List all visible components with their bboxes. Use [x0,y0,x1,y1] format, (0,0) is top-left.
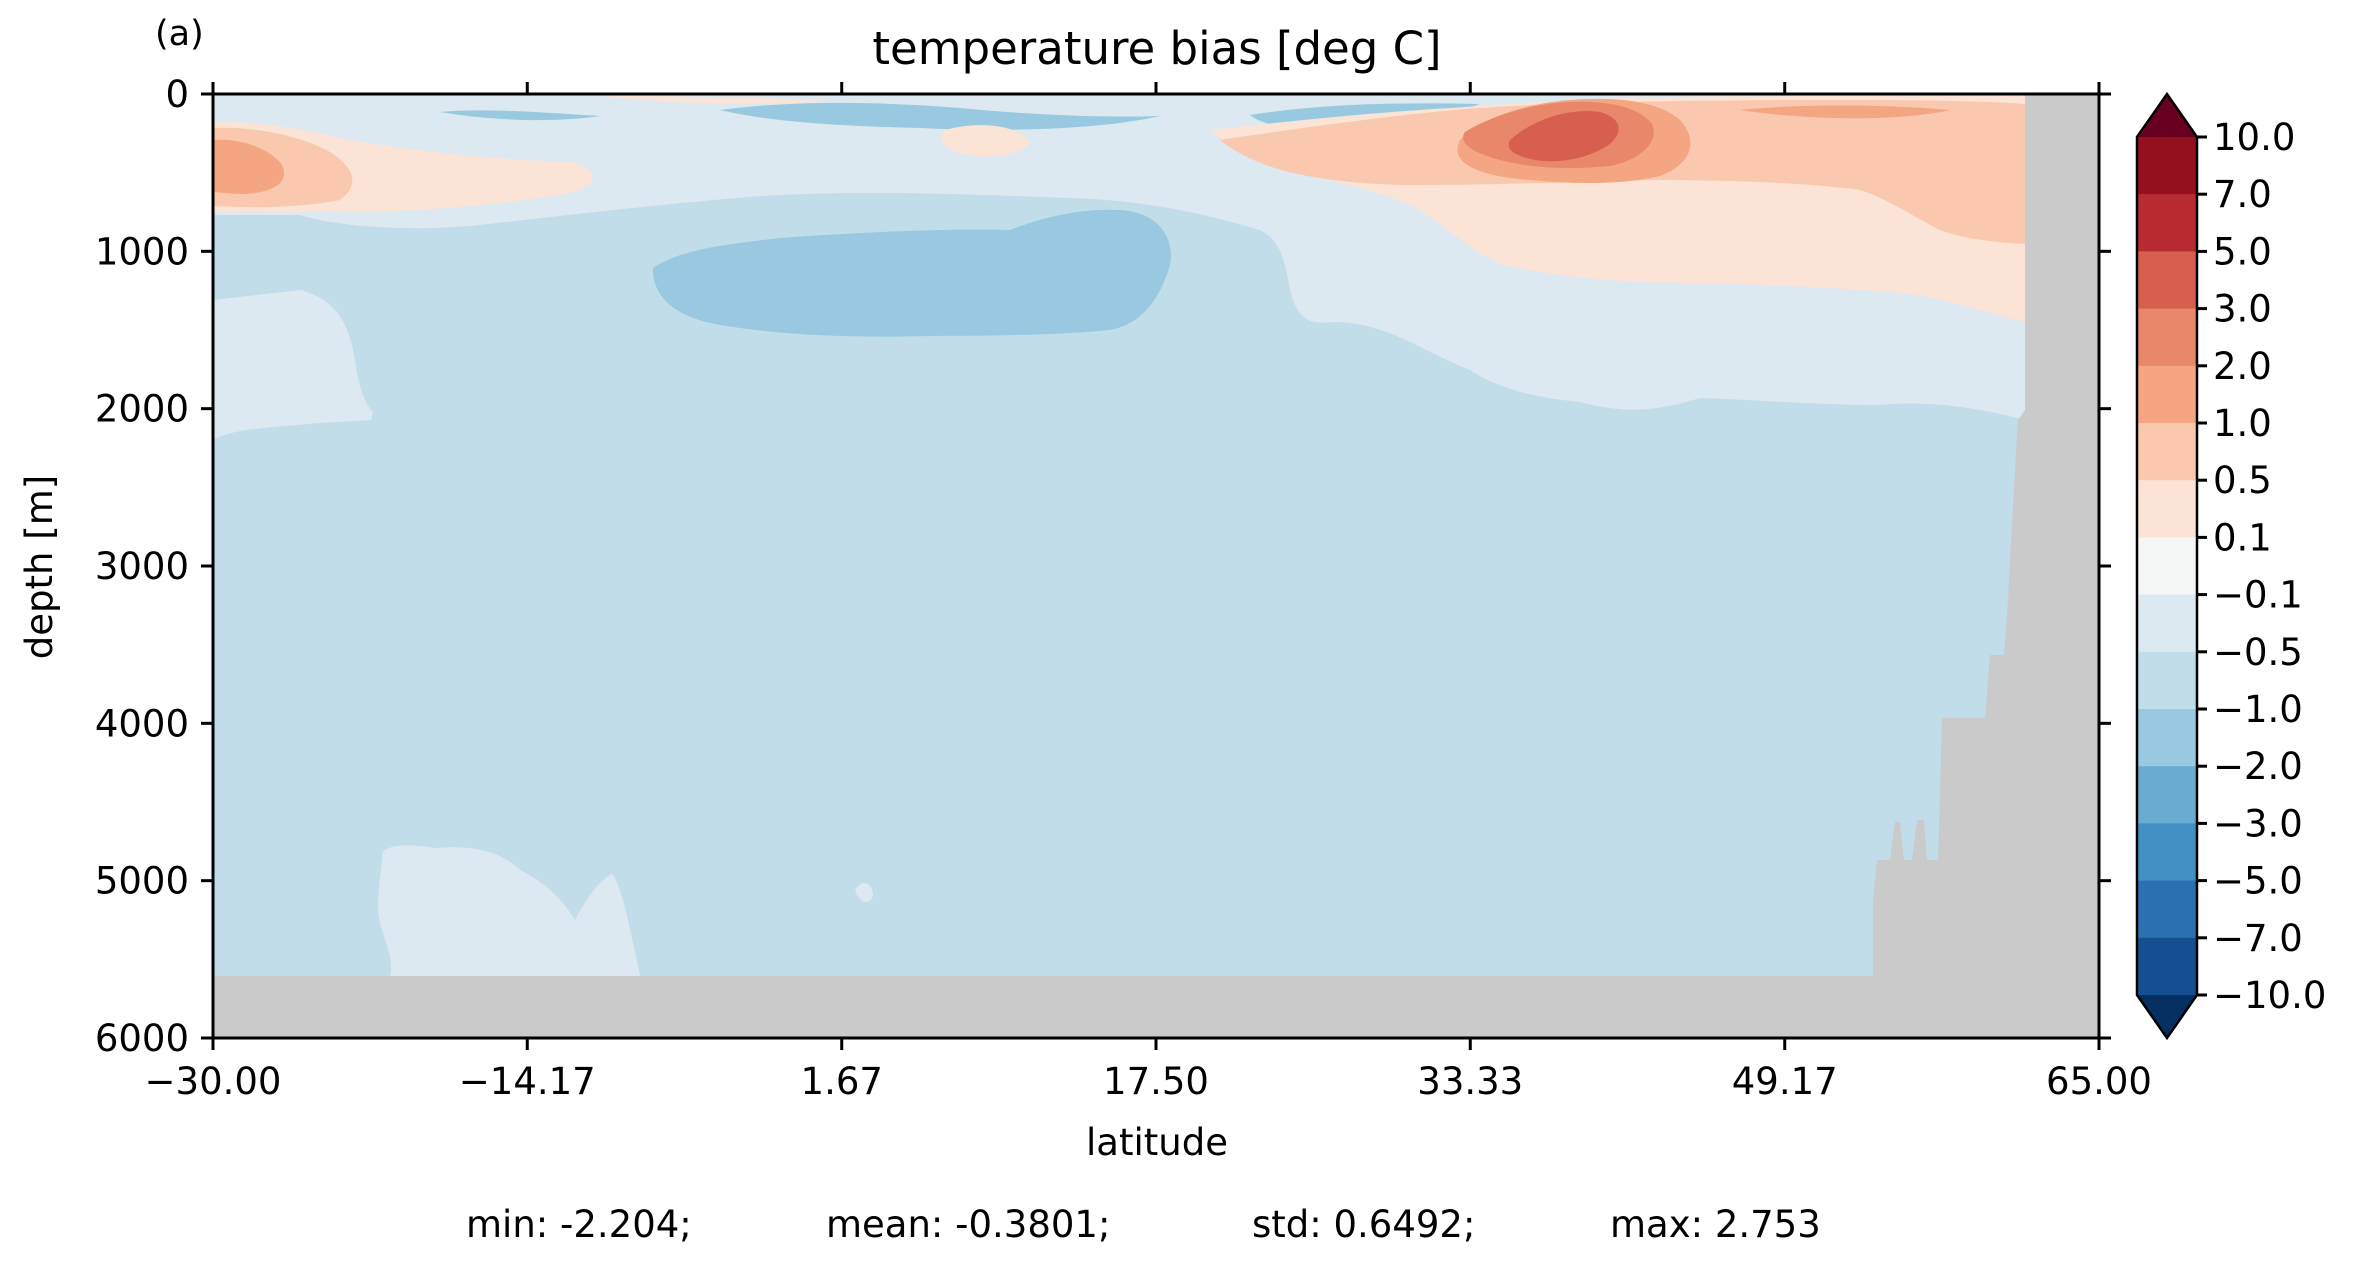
colorbar-segment [2137,308,2197,367]
colorbar-segment [2137,423,2197,481]
colorbar: 10.0 7.0 5.0 3.0 2.0 1.0 0.5 0.1 −0.1 −0.5 −1.0 −2.… [2135,91,2326,1041]
chart-title: temperature bias [deg C] [872,22,1441,75]
colorbar-tick-label: 1.0 [2213,402,2272,445]
colorbar-extend-min [2137,995,2197,1038]
colorbar-tick-label: −1.0 [2213,688,2303,731]
colorbar-tick-label: 0.1 [2213,516,2272,559]
colorbar-tick-label: −10.0 [2213,974,2326,1017]
y-tick-label: 1000 [95,230,189,273]
stat-std: std: 0.6492; [1252,1203,1475,1246]
colorbar-tick-label: 2.0 [2213,345,2272,388]
colorbar-tick-label: −3.0 [2213,802,2303,845]
surface-cold-streak-2 [720,102,1160,130]
equatorial-warm-pocket [941,125,1030,157]
abyssal-light-patch [378,845,640,976]
x-tick-label: 17.50 [1103,1060,1209,1103]
y-axis: 0 1000 2000 3000 4000 5000 6000 [95,73,2111,1060]
colorbar-tick-label: −2.0 [2213,745,2303,788]
colorbar-tick-label: −5.0 [2213,860,2303,903]
surface-cold-streak-1 [440,110,600,121]
colorbar-segment [2137,537,2197,596]
stat-min: min: -2.204; [466,1203,692,1246]
x-tick-label: 33.33 [1417,1060,1523,1103]
y-axis-label: depth [m] [18,475,61,659]
colorbar-extend-max [2137,94,2197,137]
colorbar-tick-label: 3.0 [2213,288,2272,331]
intermediate-cold-blob [652,209,1171,337]
colorbar-segment [2137,823,2197,882]
colorbar-segment [2137,480,2197,538]
x-axis-label: latitude [1086,1121,1228,1164]
stat-max: max: 2.753 [1610,1203,1821,1246]
x-tick-label: −30.00 [145,1060,282,1103]
colorbar-tick-label: 7.0 [2213,173,2272,216]
colorbar-segment [2137,251,2197,310]
colorbar-segment [2137,365,2197,424]
x-tick-label: 1.67 [801,1060,883,1103]
colorbar-segment [2137,194,2197,252]
northern-warm-region-core [1508,111,1619,162]
seafloor-mask [213,976,2099,1038]
y-tick-label: 5000 [95,860,189,903]
stat-mean: mean: -0.3801; [826,1203,1110,1246]
northern-warm-streak [1740,105,1950,119]
colorbar-segment [2137,880,2197,939]
colorbar-segment [2137,709,2197,767]
southern-light-patch [213,290,373,440]
bias-field [213,94,2099,1038]
colorbar-segment [2137,937,2197,996]
y-tick-label: 3000 [95,545,189,588]
y-tick-label: 0 [165,73,189,116]
x-axis: −30.00 −14.17 1.67 17.50 33.33 49.17 65.00 [145,82,2152,1103]
colorbar-tick-label: 0.5 [2213,459,2272,502]
statistics-line: min: -2.204; mean: -0.3801; std: 0.6492;… [466,1203,1821,1246]
surface-warm-sliver [600,96,830,105]
abyssal-light-dot [855,882,873,902]
southern-warm-lens-core [213,139,285,194]
x-tick-label: 49.17 [1732,1060,1838,1103]
colorbar-tick-label: −0.5 [2213,631,2303,674]
colorbar-tick-label: 5.0 [2213,230,2272,273]
x-tick-label: 65.00 [2046,1060,2152,1103]
colorbar-segment [2137,594,2197,653]
y-tick-label: 6000 [95,1017,189,1060]
panel-label: (a) [155,14,204,54]
northern-continent-mask [1873,94,2099,1038]
x-tick-label: −14.17 [459,1060,596,1103]
colorbar-segment [2137,137,2197,195]
colorbar-segment [2137,651,2197,710]
colorbar-tick-label: 10.0 [2213,116,2295,159]
y-tick-label: 4000 [95,702,189,745]
colorbar-segment [2137,766,2197,824]
colorbar-tick-label: −0.1 [2213,574,2303,617]
y-tick-label: 2000 [95,388,189,431]
colorbar-tick-label: −7.0 [2213,917,2303,960]
